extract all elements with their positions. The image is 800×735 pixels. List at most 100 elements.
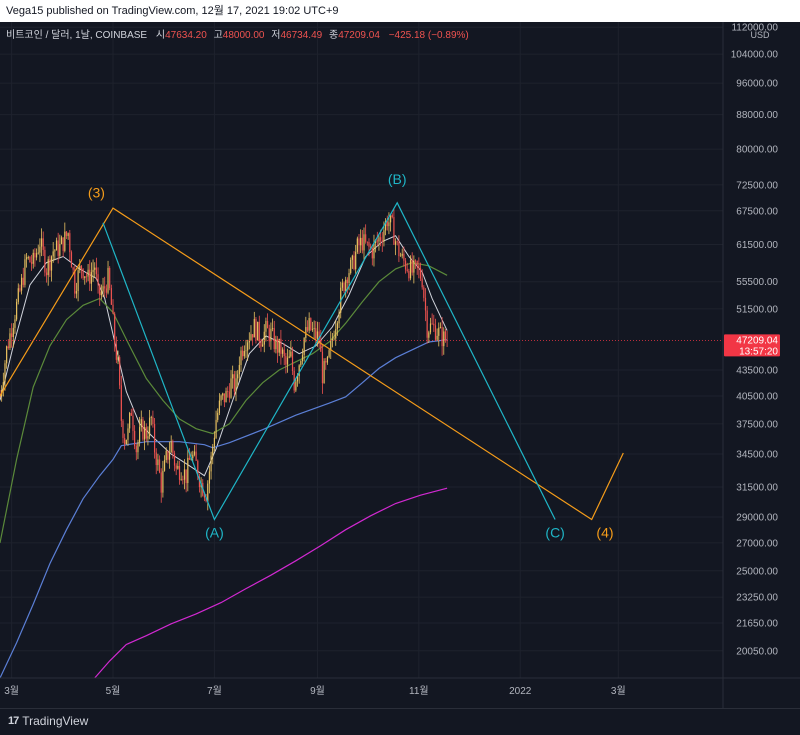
candle-body [345, 279, 347, 292]
candle-body [19, 288, 21, 291]
candle-body [428, 332, 430, 338]
candle-body [438, 327, 440, 336]
candle-body [134, 430, 136, 447]
candle-body [90, 272, 93, 284]
candle-body [355, 251, 357, 270]
candle-body [135, 446, 137, 453]
close-value: 47209.04 [338, 30, 380, 41]
candle-body [423, 287, 425, 298]
candle-body [182, 478, 184, 480]
candle-body [270, 328, 272, 342]
candle-body [30, 262, 33, 264]
candle-body [413, 260, 415, 273]
candle-body [368, 241, 370, 247]
candle-body [22, 277, 24, 285]
time-tick-label: 9월 [310, 685, 325, 697]
candle-body [350, 259, 352, 274]
candle-body [2, 382, 4, 391]
candle-body [275, 339, 277, 350]
candle-body [180, 478, 182, 480]
candle-body [358, 238, 360, 246]
low-value: 46734.49 [280, 30, 322, 41]
time-tick-label: 2022 [509, 686, 532, 697]
candle-body [122, 420, 124, 438]
candle-body [286, 357, 289, 365]
candle-body [32, 252, 34, 264]
candle-body [230, 378, 232, 398]
price-tick-label: 104000.00 [731, 50, 779, 61]
candle-body [99, 284, 101, 296]
time-axis[interactable]: 3월 5월 7월 9월 11월 2022 3월 [4, 685, 625, 697]
orange-wave-label: (3) [88, 185, 105, 201]
candle-body [330, 339, 332, 351]
candle-body [157, 459, 159, 466]
candle-body [353, 255, 355, 270]
candle-body [300, 361, 302, 366]
candle-body [198, 476, 201, 488]
candle-body [429, 323, 432, 333]
teal-wave-line [102, 201, 556, 521]
candle-body [235, 378, 237, 392]
price-tick-label: 23250.00 [736, 593, 778, 604]
price-tick-label: 96000.00 [736, 79, 778, 90]
chart-area[interactable]: (3) (4) (A) (B) (C) 112000.00 104000.00 96000.… [0, 22, 800, 708]
price-axis[interactable]: 112000.00 104000.00 96000.00 88000.00 80000.… [731, 23, 779, 658]
candle-body [215, 419, 217, 438]
candle-body [95, 267, 97, 275]
candle-body [333, 338, 335, 340]
candle-body [316, 331, 319, 339]
price-tick-label: 40500.00 [736, 391, 778, 402]
candle-body [266, 320, 269, 329]
candle-body [389, 215, 392, 223]
price-tick-label: 72500.00 [736, 180, 778, 191]
moving-averages [0, 235, 448, 679]
candle-body [45, 272, 48, 276]
candle-body [120, 385, 122, 421]
candle-body [301, 354, 304, 362]
candle-body [119, 357, 121, 386]
candle-body [172, 441, 174, 454]
candle-body [295, 381, 297, 391]
candle-body [12, 327, 14, 338]
candle-body [260, 341, 262, 347]
candle-body [25, 257, 28, 260]
candle-body [290, 351, 292, 357]
candle-body [69, 233, 71, 253]
candle-body [348, 273, 350, 284]
candle-body [424, 297, 427, 311]
time-tick-label: 3월 [611, 685, 626, 697]
candle-body [4, 363, 6, 383]
change-value: −425.18 (−0.89%) [389, 30, 469, 41]
open-value: 47634.20 [165, 30, 207, 41]
candle-body [232, 374, 234, 379]
symbol-name: 비트코인 / 달러, 1날, COINBASE [6, 29, 147, 41]
time-tick-label: 5월 [106, 685, 121, 697]
price-tick-label: 25000.00 [736, 566, 778, 577]
price-chart[interactable]: (3) (4) (A) (B) (C) 112000.00 104000.00 96000.… [0, 22, 800, 708]
candle-body [365, 234, 367, 242]
candle-body [331, 338, 334, 340]
candle-body [50, 256, 53, 271]
candle-body [326, 356, 329, 363]
candle-body [360, 237, 362, 246]
candle-body [338, 312, 340, 324]
ma-white-line [0, 235, 448, 477]
candle-body [431, 323, 433, 325]
price-tick-label: 112000.00 [731, 23, 778, 34]
candle-body [84, 276, 86, 279]
candle-body [416, 261, 418, 266]
candle-body [218, 400, 220, 413]
last-price-value: 47209.04 [736, 335, 778, 346]
candle-body [433, 323, 435, 326]
candle-body [351, 255, 353, 260]
ma-green-line [0, 261, 448, 544]
candle-body [163, 459, 166, 471]
candle-body [248, 340, 250, 343]
candle-body [222, 393, 224, 396]
time-tick-label: 3월 [4, 685, 19, 697]
candle-body [227, 391, 229, 392]
candle-body [444, 331, 447, 341]
tradingview-logo[interactable]: 17 TradingView [8, 714, 88, 728]
candle-body [148, 417, 151, 437]
candle-body [150, 417, 152, 418]
